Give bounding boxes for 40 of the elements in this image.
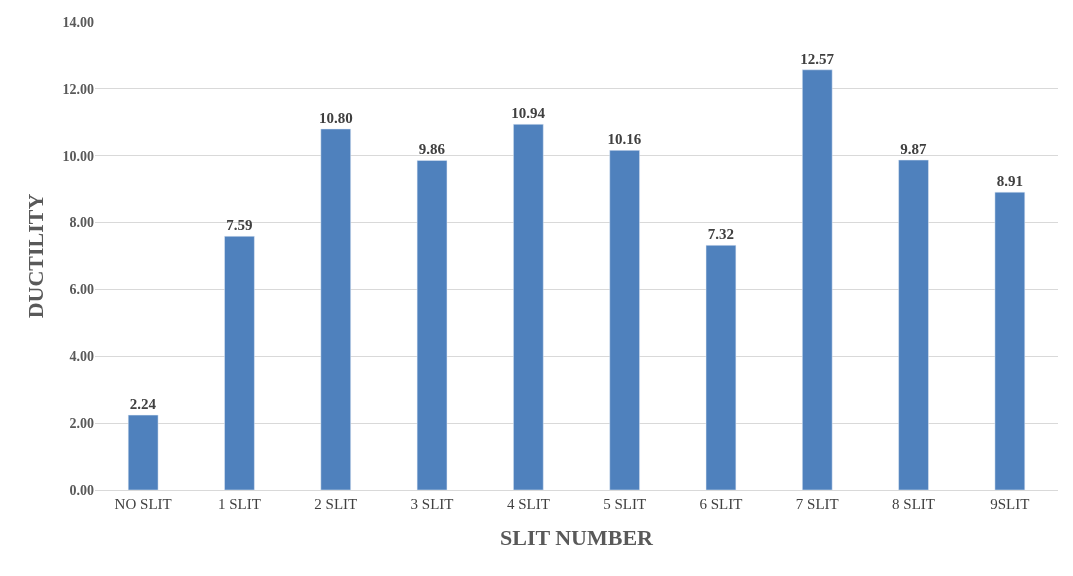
y-tick-label: 10.00 — [62, 148, 94, 164]
data-label: 9.87 — [900, 141, 927, 158]
y-tick-label: 2.00 — [69, 416, 94, 432]
data-label: 7.32 — [707, 226, 735, 243]
bar — [127, 414, 159, 490]
bar — [416, 160, 448, 490]
x-tick-label: 2 SLIT — [314, 496, 358, 512]
bar — [705, 245, 737, 490]
x-tick-label: 4 SLIT — [506, 496, 550, 512]
data-label: 2.24 — [129, 396, 157, 413]
y-tick-label: 0.00 — [69, 482, 94, 498]
data-label: 10.94 — [511, 105, 546, 122]
data-label: 7.59 — [226, 217, 253, 234]
y-axis-title: DUCTILITY — [23, 193, 49, 319]
data-label: 12.57 — [800, 50, 835, 67]
bar — [898, 159, 929, 490]
x-tick-label: NO SLIT — [114, 496, 172, 512]
data-label: 10.16 — [607, 131, 642, 148]
x-tick-label: 5 SLIT — [603, 496, 647, 512]
x-tick-label: 6 SLIT — [699, 496, 743, 512]
y-tick-label: 8.00 — [69, 215, 94, 231]
x-tick-label: 1 SLIT — [217, 496, 261, 512]
y-tick-label: 4.00 — [69, 349, 94, 365]
y-tick-label: 6.00 — [69, 282, 94, 298]
bar — [513, 124, 544, 490]
y-tick-label: 14.00 — [62, 14, 94, 30]
x-tick-label: 3 SLIT — [410, 496, 454, 512]
x-tick-label: 8 SLIT — [892, 496, 936, 512]
bar — [224, 236, 255, 490]
data-label: 10.80 — [318, 109, 353, 126]
x-tick-label: 7 SLIT — [795, 496, 839, 512]
data-label: 9.86 — [418, 141, 446, 158]
y-tick-label: 12.00 — [62, 81, 94, 97]
x-axis-title: SLIT NUMBER — [499, 524, 655, 550]
bar — [320, 128, 351, 490]
bar — [609, 150, 640, 490]
data-label: 8.91 — [996, 173, 1023, 190]
x-tick-label: 9SLIT — [990, 496, 1030, 512]
bar — [994, 191, 1026, 490]
bar — [802, 69, 833, 490]
